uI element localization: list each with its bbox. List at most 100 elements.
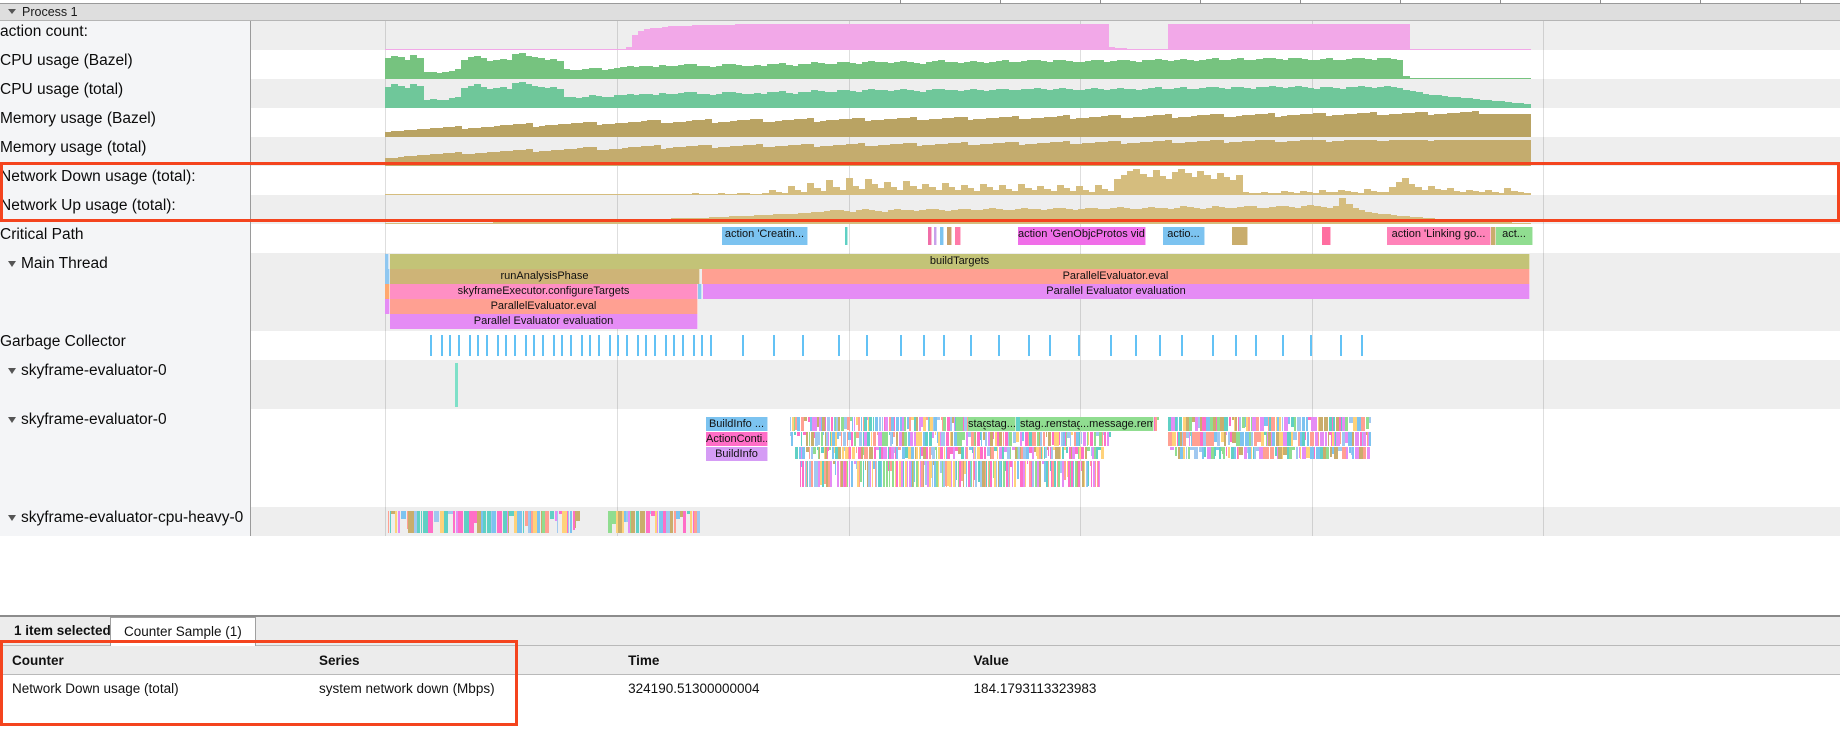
track-canvas[interactable]: [251, 166, 1840, 195]
details-panel: 1 item selected. Counter Sample (1) Coun…: [0, 615, 1840, 742]
table-header-row: Counter Series Time Value: [0, 646, 1840, 675]
flame-block-unlabeled[interactable]: [947, 227, 952, 245]
flame-block-unlabeled[interactable]: [698, 284, 702, 299]
flame-block[interactable]: BuildInfo ...: [706, 417, 768, 431]
track-skyframe-evaluator-cpu-heavy-0[interactable]: skyframe-evaluator-cpu-heavy-0: [0, 507, 1840, 536]
column-header-time[interactable]: Time: [616, 646, 962, 675]
track-canvas[interactable]: action 'Creatin... action 'GenObjcProtos …: [251, 224, 1840, 253]
flame-block-unlabeled[interactable]: [928, 227, 932, 245]
flame-block-unlabeled[interactable]: [845, 227, 848, 245]
track-label-cell[interactable]: Memory usage (total): [0, 137, 251, 166]
track-network-up-total[interactable]: Network Up usage (total):: [0, 195, 1840, 224]
track-network-down-total[interactable]: Network Down usage (total):: [0, 166, 1840, 195]
counter-area-action-count: [251, 21, 1840, 50]
track-main-thread[interactable]: Main Thread buildTargets runAnalysisPhase P…: [0, 253, 1840, 331]
flame-block[interactable]: skyframeExecutor.configureTargets: [390, 284, 698, 299]
track-skyframe-evaluator-0-a[interactable]: skyframe-evaluator-0: [0, 360, 1840, 409]
track-label-cell[interactable]: CPU usage (Bazel): [0, 50, 251, 79]
flame-block-unlabeled[interactable]: [385, 269, 390, 284]
track-canvas[interactable]: [251, 507, 1840, 536]
track-canvas[interactable]: [251, 79, 1840, 108]
track-label-cell[interactable]: Main Thread: [0, 253, 251, 331]
flame-noise-band: [251, 432, 1840, 446]
column-header-series[interactable]: Series: [307, 646, 617, 675]
chevron-down-icon[interactable]: [8, 417, 16, 423]
track-canvas[interactable]: [251, 331, 1840, 360]
time-ruler[interactable]: [0, 0, 1840, 4]
chevron-down-icon[interactable]: [8, 515, 16, 521]
track-garbage-collector[interactable]: Garbage Collector: [0, 331, 1840, 360]
track-label-cell[interactable]: Network Up usage (total):: [0, 195, 251, 224]
track-label-cell[interactable]: skyframe-evaluator-0: [0, 360, 251, 409]
chevron-down-icon[interactable]: [8, 9, 16, 14]
table-row[interactable]: Network Down usage (total) system network…: [0, 674, 1840, 702]
track-canvas[interactable]: [251, 108, 1840, 137]
flame-block-unlabeled[interactable]: [1232, 227, 1248, 245]
track-label: CPU usage (total): [0, 81, 124, 98]
track-label-cell[interactable]: CPU usage (total): [0, 79, 251, 108]
flame-block[interactable]: ParallelEvaluator.eval: [390, 299, 698, 314]
track-canvas[interactable]: [251, 50, 1840, 79]
track-canvas[interactable]: [251, 360, 1840, 409]
counter-area-memory-usage-total-: [251, 137, 1840, 166]
flame-block-unlabeled[interactable]: [385, 254, 389, 269]
process-header-row[interactable]: Process 1: [0, 4, 1840, 21]
flame-block[interactable]: ParallelEvaluator.eval: [702, 269, 1530, 284]
flame-block[interactable]: stag...: [1020, 417, 1050, 431]
track-memory-usage-bazel[interactable]: Memory usage (Bazel): [0, 108, 1840, 137]
track-label-cell[interactable]: skyframe-evaluator-cpu-heavy-0: [0, 507, 251, 536]
flame-block-unlabeled[interactable]: [1322, 227, 1331, 245]
track-label: skyframe-evaluator-0: [21, 362, 167, 379]
track-canvas[interactable]: [251, 137, 1840, 166]
flame-block[interactable]: action 'GenObjcProtos video/...: [1018, 227, 1146, 245]
flame-block-unlabeled[interactable]: [934, 227, 937, 245]
track-skyframe-evaluator-0-b[interactable]: skyframe-evaluator-0 BuildInfo ... stag...…: [0, 409, 1840, 507]
column-header-value[interactable]: Value: [961, 646, 1840, 675]
flame-block[interactable]: ActionConti...: [706, 432, 768, 446]
flame-block[interactable]: Parallel Evaluator evaluation: [703, 284, 1530, 299]
flame-block[interactable]: Parallel Evaluator evaluation: [390, 314, 698, 329]
track-canvas[interactable]: [251, 21, 1840, 50]
counter-area-network-down-usage-total-: [251, 166, 1840, 195]
flame-block-unlabeled[interactable]: [1491, 227, 1496, 245]
track-label-cell[interactable]: Network Down usage (total):: [0, 166, 251, 195]
flame-block-unlabeled[interactable]: [955, 227, 961, 245]
track-critical-path[interactable]: Critical Path action 'Creatin... action 'G…: [0, 224, 1840, 253]
flame-block[interactable]: buildTargets: [390, 254, 1530, 269]
flame-block[interactable]: [455, 363, 458, 407]
flame-block[interactable]: stag...: [986, 417, 1016, 431]
flame-block[interactable]: act...: [1496, 227, 1533, 245]
flame-block[interactable]: action 'Creatin...: [722, 227, 808, 245]
timeline-tracks[interactable]: action count: CPU usage (Bazel) CPU usage …: [0, 21, 1840, 615]
track-memory-usage-total[interactable]: Memory usage (total): [0, 137, 1840, 166]
flame-block[interactable]: actio...: [1163, 227, 1205, 245]
track-label: Critical Path: [0, 226, 84, 243]
flame-block[interactable]: runAnalysisPhase: [390, 269, 700, 284]
flame-block-unlabeled[interactable]: [940, 227, 944, 245]
flame-block[interactable]: BuildInfo: [706, 447, 768, 461]
track-label-cell[interactable]: Memory usage (Bazel): [0, 108, 251, 137]
chevron-down-icon[interactable]: [8, 368, 16, 374]
track-cpu-usage-bazel[interactable]: CPU usage (Bazel): [0, 50, 1840, 79]
column-header-counter[interactable]: Counter: [0, 646, 308, 675]
track-canvas[interactable]: buildTargets runAnalysisPhase ParallelEval…: [251, 253, 1840, 331]
flame-block[interactable]: ...message.remot...: [1080, 417, 1154, 431]
chevron-down-icon[interactable]: [8, 261, 16, 267]
flame-block-unlabeled[interactable]: [385, 299, 390, 314]
track-canvas[interactable]: [251, 195, 1840, 224]
flame-noise-band: [251, 447, 1840, 459]
flame-noise-band: [251, 417, 1840, 431]
track-label-cell[interactable]: skyframe-evaluator-0: [0, 409, 251, 507]
track-cpu-usage-total[interactable]: CPU usage (total): [0, 79, 1840, 108]
track-label-cell[interactable]: action count:: [0, 21, 251, 50]
flame-block-unlabeled[interactable]: [385, 284, 390, 299]
track-label-cell[interactable]: Critical Path: [0, 224, 251, 253]
flame-noise-band: [251, 511, 1840, 533]
track-label: skyframe-evaluator-cpu-heavy-0: [21, 509, 244, 526]
track-canvas[interactable]: BuildInfo ...stag...stag...stag...remot.…: [251, 409, 1840, 507]
track-label-cell[interactable]: Garbage Collector: [0, 331, 251, 360]
track-action-count[interactable]: action count:: [0, 21, 1840, 50]
tab-counter-sample[interactable]: Counter Sample (1): [110, 617, 256, 646]
flame-block[interactable]: action 'Linking go...: [1387, 227, 1491, 245]
